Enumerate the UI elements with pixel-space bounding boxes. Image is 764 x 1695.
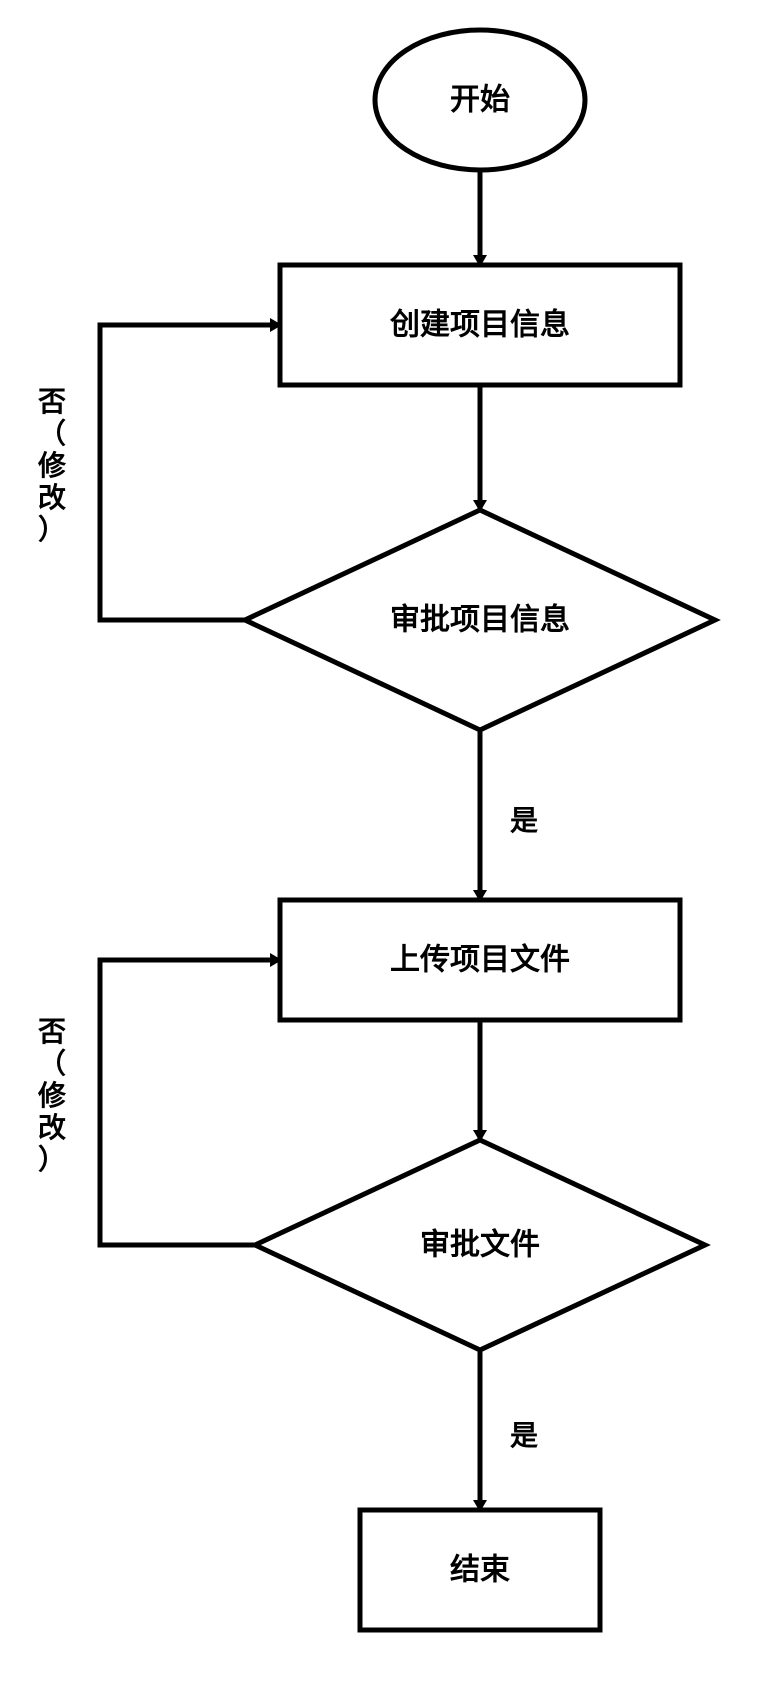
node-label-start: 开始 xyxy=(450,84,510,117)
edge-label-e3: （ xyxy=(38,417,66,450)
edge-label-e6: 修 xyxy=(37,1080,67,1112)
edge-label-e6: （ xyxy=(38,1047,66,1080)
node-label-approve1: 审批项目信息 xyxy=(390,603,570,637)
edge-label-e3: 否 xyxy=(38,387,66,418)
node-label-approve2: 审批文件 xyxy=(420,1228,540,1262)
edge-e6 xyxy=(100,960,280,1245)
edge-label-e4: 是 xyxy=(510,806,538,837)
node-label-create: 创建项目信息 xyxy=(389,308,570,342)
edge-label-e7: 是 xyxy=(510,1421,538,1452)
node-label-end: 结束 xyxy=(450,1554,510,1587)
node-label-upload: 上传项目文件 xyxy=(390,943,570,977)
edge-label-e3: 修 xyxy=(37,450,67,482)
edge-e3 xyxy=(100,325,280,620)
edge-label-e6: ） xyxy=(38,1143,66,1176)
edge-label-e6: 改 xyxy=(38,1112,66,1144)
edge-label-e3: ） xyxy=(38,513,66,546)
flowchart: 开始创建项目信息审批项目信息上传项目文件审批文件结束 否（修改）是否（修改）是 xyxy=(0,0,764,1695)
edge-label-e6: 否 xyxy=(38,1017,66,1048)
edge-label-e3: 改 xyxy=(38,482,66,514)
